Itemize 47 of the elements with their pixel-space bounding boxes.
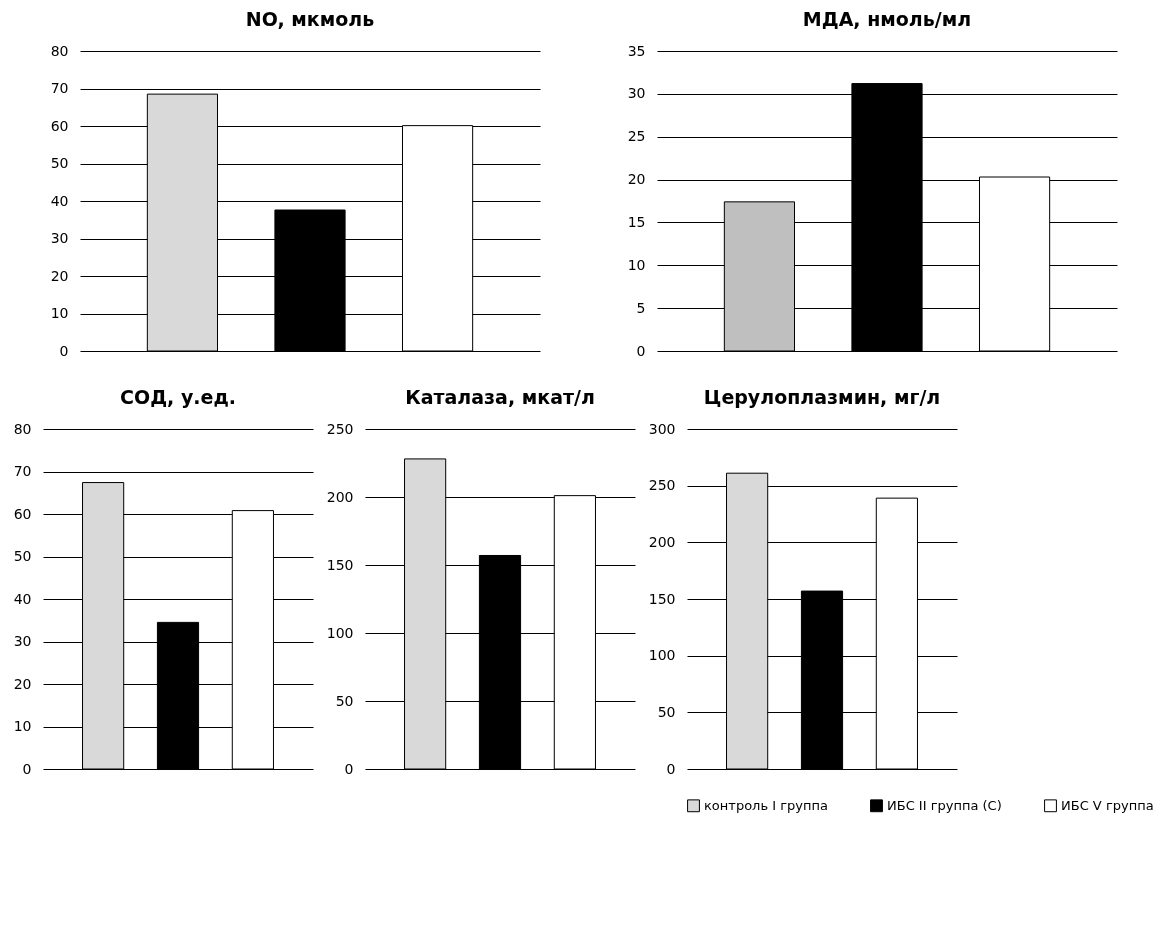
y-tick-label: 80 <box>50 42 68 59</box>
y-tick-label: 30 <box>627 85 645 102</box>
y-tick-label: 10 <box>50 305 68 321</box>
y-tick-label: 50 <box>657 703 675 720</box>
y-tick-label: 250 <box>326 420 353 437</box>
y-tick-label: 150 <box>326 556 353 573</box>
y-tick-label: 250 <box>648 477 675 494</box>
y-tick-label: 0 <box>59 342 68 359</box>
chart-title: Каталаза, мкат/л <box>404 386 595 408</box>
y-tick-label: 20 <box>13 675 31 692</box>
y-tick-label: 0 <box>344 760 353 777</box>
y-tick-label: 10 <box>13 718 31 734</box>
y-tick-label: 0 <box>636 342 645 359</box>
y-tick-label: 40 <box>13 590 31 607</box>
y-tick-label: 200 <box>326 488 353 505</box>
chart-title: NO, мкмоль <box>245 8 374 30</box>
y-tick-label: 60 <box>50 117 68 134</box>
chart-title: СОД, у.ед. <box>119 386 236 408</box>
y-tick-label: 40 <box>50 192 68 209</box>
legend-label: контроль I группа <box>703 797 828 813</box>
y-tick-label: 100 <box>648 647 675 664</box>
y-tick-label: 50 <box>13 548 31 564</box>
y-tick-label: 300 <box>648 420 675 437</box>
y-tick-label: 70 <box>50 80 68 96</box>
legend-label: ИБС V группа <box>1060 797 1154 813</box>
y-tick-label: 50 <box>50 155 68 171</box>
chart-title: Церулоплазмин, мг/л <box>703 386 940 408</box>
y-tick-label: 60 <box>13 505 31 522</box>
y-tick-label: 0 <box>22 760 31 777</box>
y-tick-label: 50 <box>335 692 353 709</box>
y-tick-label: 0 <box>666 760 675 777</box>
y-tick-label: 150 <box>648 590 675 607</box>
y-tick-label: 5 <box>636 299 645 316</box>
legend-label: ИБС II группа (С) <box>886 797 1002 813</box>
y-tick-label: 30 <box>13 633 31 649</box>
y-tick-label: 20 <box>627 171 645 188</box>
y-tick-label: 200 <box>648 533 675 550</box>
y-tick-label: 30 <box>50 230 68 246</box>
y-tick-label: 70 <box>13 463 31 479</box>
chart-title: МДА, нмоль/мл <box>802 8 971 30</box>
y-tick-label: 20 <box>50 267 68 284</box>
y-tick-label: 15 <box>627 213 645 230</box>
y-tick-label: 25 <box>627 128 645 145</box>
y-tick-label: 35 <box>627 42 645 59</box>
y-tick-label: 100 <box>326 624 353 641</box>
y-tick-label: 10 <box>627 256 645 273</box>
y-tick-label: 80 <box>13 420 31 437</box>
